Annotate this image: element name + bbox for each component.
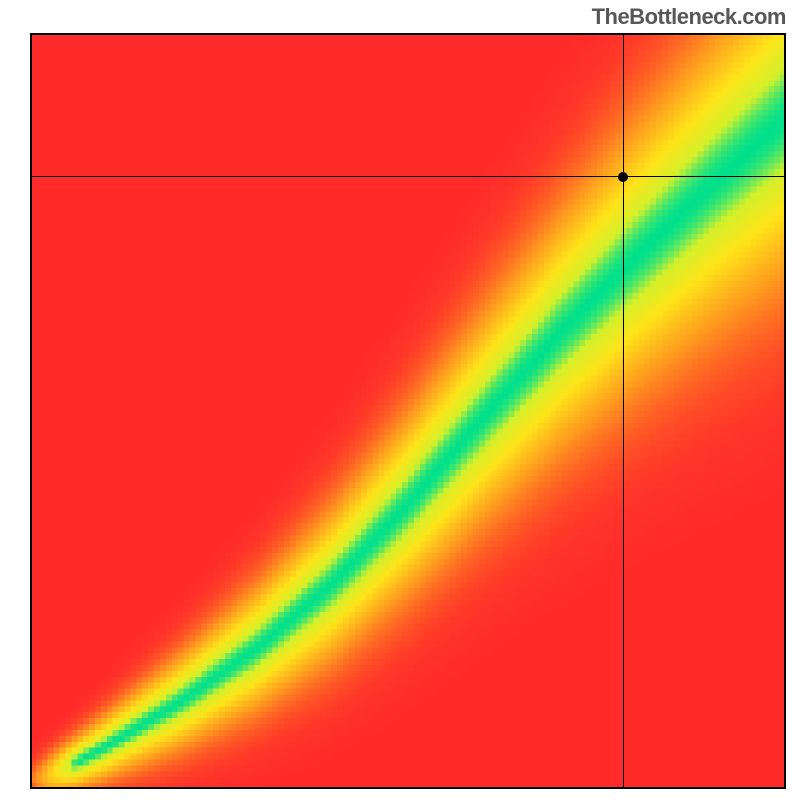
crosshair-marker (618, 172, 628, 182)
chart-container: { "watermark": { "text": "TheBottleneck.… (0, 0, 800, 800)
plot-border-top (30, 33, 786, 35)
plot-border-bottom (30, 787, 786, 789)
watermark-text: TheBottleneck.com (592, 4, 786, 30)
crosshair-horizontal (30, 176, 786, 177)
plot-border-left (30, 33, 32, 789)
crosshair-vertical (623, 33, 624, 789)
bottleneck-heatmap (30, 33, 786, 789)
plot-border-right (784, 33, 786, 789)
